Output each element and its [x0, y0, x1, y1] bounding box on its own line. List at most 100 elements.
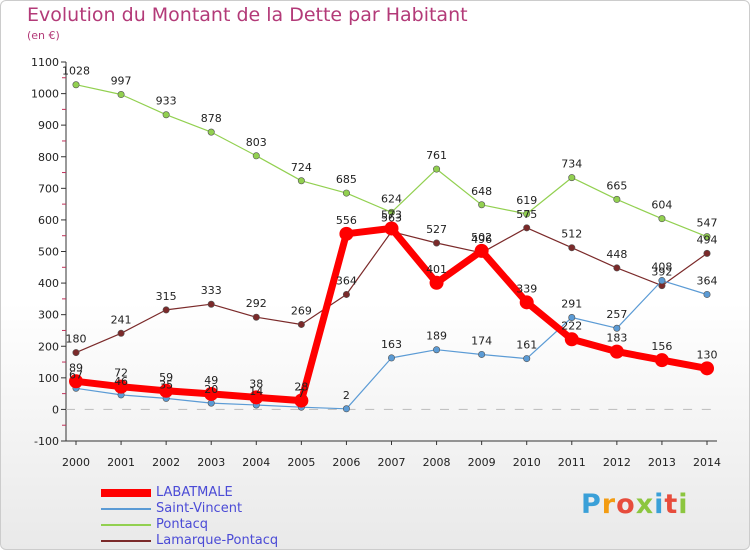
data-point — [433, 165, 441, 173]
x-tick-label: 2014 — [693, 456, 721, 469]
data-label: 933 — [156, 95, 177, 108]
legend-label: Lamarque-Pontacq — [156, 533, 279, 548]
data-label: 241 — [111, 313, 132, 326]
data-point — [249, 390, 264, 405]
legend-swatch — [101, 508, 151, 510]
chart-title: Evolution du Montant de la Dette par Hab… — [27, 4, 468, 26]
data-label: 494 — [697, 233, 718, 246]
proxiti-logo: Proxiti — [581, 489, 689, 520]
x-tick-label: 2013 — [648, 456, 676, 469]
x-tick-label: 2006 — [332, 456, 360, 469]
data-label: 364 — [697, 274, 718, 287]
data-point — [568, 244, 576, 252]
data-point — [700, 361, 714, 376]
data-point — [72, 81, 80, 89]
data-point — [523, 355, 531, 363]
data-label: 89 — [69, 361, 83, 374]
logo-letter: r — [601, 489, 617, 520]
data-label: 49 — [204, 374, 218, 387]
data-label: 59 — [159, 371, 173, 384]
y-tick-label: -100 — [34, 435, 59, 448]
data-label: 648 — [471, 185, 492, 198]
data-label: 180 — [66, 333, 87, 346]
y-tick-label: 400 — [38, 277, 59, 290]
data-point — [613, 264, 621, 272]
data-label: 547 — [697, 217, 718, 230]
y-tick-label: 200 — [38, 340, 59, 353]
logo-letter: P — [581, 489, 602, 520]
data-point — [162, 306, 170, 314]
data-label: 67 — [69, 368, 83, 381]
logo-letter: t — [664, 489, 679, 520]
y-tick-label: 600 — [38, 214, 59, 227]
x-tick-label: 2009 — [468, 456, 496, 469]
data-label: 222 — [561, 319, 582, 332]
x-tick-label: 2000 — [62, 456, 90, 469]
data-point — [72, 349, 80, 357]
data-label: 512 — [561, 228, 582, 241]
legend-swatch — [101, 524, 151, 526]
data-label: 2 — [343, 389, 350, 402]
data-point — [474, 243, 489, 258]
data-label: 163 — [381, 338, 402, 351]
data-point — [519, 295, 534, 310]
data-point — [207, 300, 215, 308]
data-label: 269 — [291, 304, 312, 317]
y-tick-label: 0 — [52, 403, 59, 416]
logo-letter: i — [678, 489, 689, 520]
data-point — [658, 277, 666, 285]
data-label: 189 — [426, 330, 447, 343]
data-label: 291 — [561, 298, 582, 311]
x-tick-label: 2005 — [287, 456, 315, 469]
data-label: 496 — [471, 233, 492, 246]
data-point — [433, 346, 441, 354]
data-point — [478, 201, 486, 209]
data-label: 448 — [606, 248, 627, 261]
data-label: 619 — [516, 194, 537, 207]
data-label: 878 — [201, 112, 222, 125]
data-point — [613, 195, 621, 203]
data-label: 573 — [381, 208, 402, 221]
data-point — [162, 111, 170, 119]
data-label: 333 — [201, 284, 222, 297]
data-point — [384, 221, 399, 236]
data-point — [69, 374, 83, 389]
data-label: 364 — [336, 274, 357, 287]
data-label: 20 — [204, 383, 218, 396]
legend-swatch — [101, 540, 151, 542]
data-label: 734 — [561, 158, 582, 171]
data-point — [207, 128, 215, 136]
data-label: 156 — [651, 340, 672, 353]
data-point — [387, 354, 395, 362]
data-point — [568, 314, 576, 322]
logo-letter: o — [616, 489, 636, 520]
legend-label: LABATMALE — [156, 485, 233, 500]
data-point — [433, 239, 441, 247]
data-point — [613, 324, 621, 332]
data-label: 685 — [336, 173, 357, 186]
data-label: 174 — [471, 334, 492, 347]
data-point — [703, 233, 711, 241]
data-label: 35 — [159, 378, 173, 391]
x-tick-label: 2002 — [152, 456, 180, 469]
data-label: 46 — [114, 375, 128, 388]
data-point — [703, 290, 711, 298]
data-label: 7 — [298, 387, 305, 400]
y-tick-label: 1000 — [31, 88, 59, 101]
data-label: 997 — [111, 75, 132, 88]
x-tick-label: 2012 — [603, 456, 631, 469]
data-label: 392 — [651, 266, 672, 279]
legend-label: Saint-Vincent — [156, 501, 243, 516]
data-label: 257 — [606, 308, 627, 321]
y-tick-label: 300 — [38, 309, 59, 322]
data-point — [294, 393, 309, 408]
x-tick-label: 2001 — [107, 456, 135, 469]
data-labels: 1028 997 933 878 803 724 685 624 761 648 619 734 665… — [62, 65, 718, 402]
data-point — [342, 290, 350, 298]
chart-axes: -100 0 100 200 300 400 500 600 700 800 900 1000 1100… — [31, 56, 721, 469]
data-point — [478, 350, 486, 358]
data-label: 130 — [697, 348, 718, 361]
data-label: 527 — [426, 223, 447, 236]
